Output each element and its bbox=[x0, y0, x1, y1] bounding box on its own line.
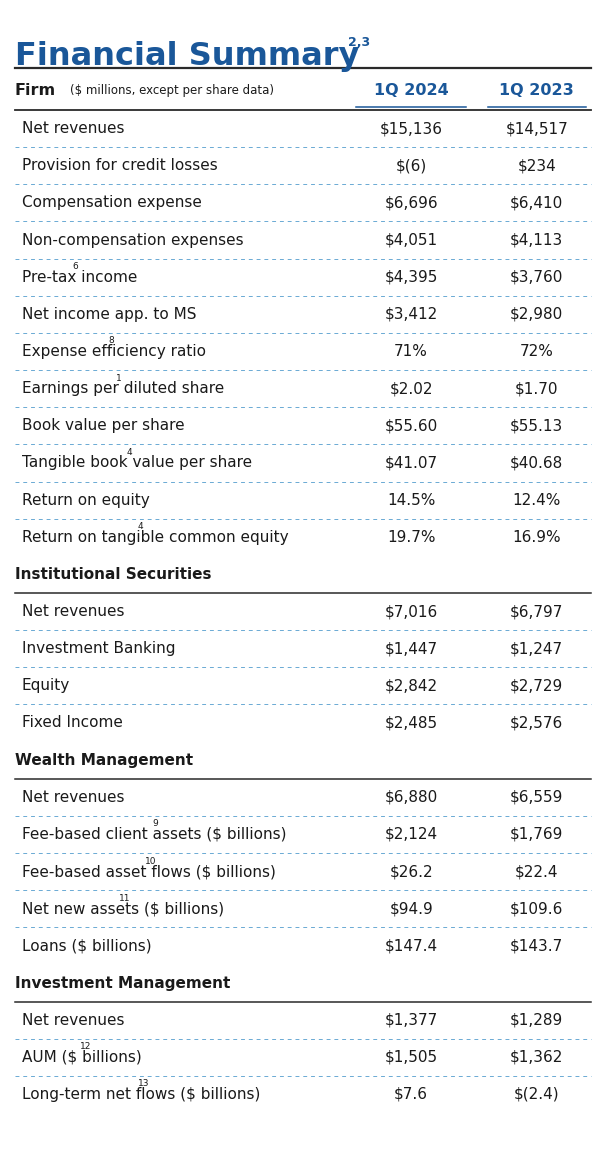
Text: Wealth Management: Wealth Management bbox=[14, 753, 193, 768]
Text: Earnings per diluted share: Earnings per diluted share bbox=[22, 381, 224, 396]
Text: $15,136: $15,136 bbox=[380, 121, 443, 136]
Text: ($ millions, except per share data): ($ millions, except per share data) bbox=[70, 84, 273, 97]
Text: Long-term net flows ($ billions): Long-term net flows ($ billions) bbox=[22, 1087, 260, 1102]
Text: Expense efficiency ratio: Expense efficiency ratio bbox=[22, 344, 206, 359]
Text: 6: 6 bbox=[72, 262, 78, 272]
Text: 12.4%: 12.4% bbox=[513, 493, 561, 507]
Text: 16.9%: 16.9% bbox=[513, 529, 561, 545]
Text: $1,447: $1,447 bbox=[385, 642, 438, 656]
Text: $(6): $(6) bbox=[395, 158, 427, 173]
Text: $6,696: $6,696 bbox=[385, 196, 438, 211]
Text: $6,559: $6,559 bbox=[510, 789, 564, 804]
Text: Net revenues: Net revenues bbox=[22, 1013, 124, 1028]
Text: Equity: Equity bbox=[22, 678, 70, 693]
Text: $1.70: $1.70 bbox=[515, 381, 558, 396]
Text: 2,3: 2,3 bbox=[349, 36, 370, 49]
Text: Firm: Firm bbox=[14, 83, 56, 98]
Text: $4,395: $4,395 bbox=[385, 269, 438, 285]
Text: Tangible book value per share: Tangible book value per share bbox=[22, 456, 252, 471]
Text: $3,412: $3,412 bbox=[385, 307, 438, 322]
Text: 13: 13 bbox=[138, 1080, 149, 1089]
Text: $4,113: $4,113 bbox=[510, 233, 563, 247]
Text: $2,842: $2,842 bbox=[385, 678, 438, 693]
Text: 12: 12 bbox=[80, 1042, 91, 1052]
Text: Book value per share: Book value per share bbox=[22, 418, 185, 433]
Text: Institutional Securities: Institutional Securities bbox=[14, 567, 211, 582]
Text: 14.5%: 14.5% bbox=[387, 493, 435, 507]
Text: $234: $234 bbox=[517, 158, 556, 173]
Text: $4,051: $4,051 bbox=[385, 233, 438, 247]
Text: $2,576: $2,576 bbox=[510, 715, 563, 731]
Text: $2,124: $2,124 bbox=[385, 827, 438, 842]
Text: 1Q 2023: 1Q 2023 bbox=[499, 83, 574, 98]
Text: $7,016: $7,016 bbox=[385, 604, 438, 619]
Text: $40.68: $40.68 bbox=[510, 456, 563, 471]
Text: $41.07: $41.07 bbox=[385, 456, 438, 471]
Text: 1: 1 bbox=[116, 374, 121, 383]
Text: $1,247: $1,247 bbox=[510, 642, 563, 656]
Text: 4: 4 bbox=[127, 448, 132, 457]
Text: $2,485: $2,485 bbox=[385, 715, 438, 731]
Text: $1,362: $1,362 bbox=[510, 1050, 564, 1064]
Text: $55.13: $55.13 bbox=[510, 418, 563, 433]
Text: $143.7: $143.7 bbox=[510, 938, 563, 953]
Text: $109.6: $109.6 bbox=[510, 902, 564, 916]
Text: $1,505: $1,505 bbox=[385, 1050, 438, 1064]
Text: $94.9: $94.9 bbox=[389, 902, 433, 916]
Text: Net revenues: Net revenues bbox=[22, 789, 124, 804]
Text: Net revenues: Net revenues bbox=[22, 604, 124, 619]
Text: Return on equity: Return on equity bbox=[22, 493, 150, 507]
Text: 8: 8 bbox=[109, 336, 114, 345]
Text: Compensation expense: Compensation expense bbox=[22, 196, 201, 211]
Text: 72%: 72% bbox=[520, 344, 554, 359]
Text: 11: 11 bbox=[120, 893, 131, 903]
Text: Pre-tax income: Pre-tax income bbox=[22, 269, 137, 285]
Text: $(2.4): $(2.4) bbox=[514, 1087, 560, 1102]
Text: 4: 4 bbox=[138, 522, 143, 532]
Text: Loans ($ billions): Loans ($ billions) bbox=[22, 938, 151, 953]
Text: Financial Summary: Financial Summary bbox=[14, 41, 359, 73]
Text: 9: 9 bbox=[152, 820, 158, 828]
Text: AUM ($ billions): AUM ($ billions) bbox=[22, 1050, 141, 1064]
Text: $14,517: $14,517 bbox=[505, 121, 568, 136]
Text: $1,769: $1,769 bbox=[510, 827, 564, 842]
Text: $55.60: $55.60 bbox=[385, 418, 438, 433]
Text: Investment Management: Investment Management bbox=[14, 975, 230, 991]
Text: $6,410: $6,410 bbox=[510, 196, 563, 211]
Text: 1Q 2024: 1Q 2024 bbox=[374, 83, 448, 98]
Text: $3,760: $3,760 bbox=[510, 269, 564, 285]
Text: $2,980: $2,980 bbox=[510, 307, 563, 322]
Text: Net revenues: Net revenues bbox=[22, 121, 124, 136]
Text: $26.2: $26.2 bbox=[389, 864, 433, 879]
Text: $6,880: $6,880 bbox=[385, 789, 438, 804]
Text: 71%: 71% bbox=[394, 344, 428, 359]
Text: Non-compensation expenses: Non-compensation expenses bbox=[22, 233, 243, 247]
Text: Fee-based asset flows ($ billions): Fee-based asset flows ($ billions) bbox=[22, 864, 276, 879]
Text: $2,729: $2,729 bbox=[510, 678, 563, 693]
Text: $7.6: $7.6 bbox=[394, 1087, 428, 1102]
Text: $1,289: $1,289 bbox=[510, 1013, 563, 1028]
Text: Provision for credit losses: Provision for credit losses bbox=[22, 158, 218, 173]
Text: Investment Banking: Investment Banking bbox=[22, 642, 175, 656]
Text: Net new assets ($ billions): Net new assets ($ billions) bbox=[22, 902, 224, 916]
Text: $6,797: $6,797 bbox=[510, 604, 564, 619]
Text: $22.4: $22.4 bbox=[515, 864, 558, 879]
Text: Fixed Income: Fixed Income bbox=[22, 715, 123, 731]
Text: Return on tangible common equity: Return on tangible common equity bbox=[22, 529, 288, 545]
Text: $2.02: $2.02 bbox=[389, 381, 433, 396]
Text: Fee-based client assets ($ billions): Fee-based client assets ($ billions) bbox=[22, 827, 286, 842]
Text: $147.4: $147.4 bbox=[385, 938, 438, 953]
Text: $1,377: $1,377 bbox=[385, 1013, 438, 1028]
Text: Net income app. to MS: Net income app. to MS bbox=[22, 307, 197, 322]
Text: 10: 10 bbox=[145, 856, 156, 865]
Text: 19.7%: 19.7% bbox=[387, 529, 435, 545]
